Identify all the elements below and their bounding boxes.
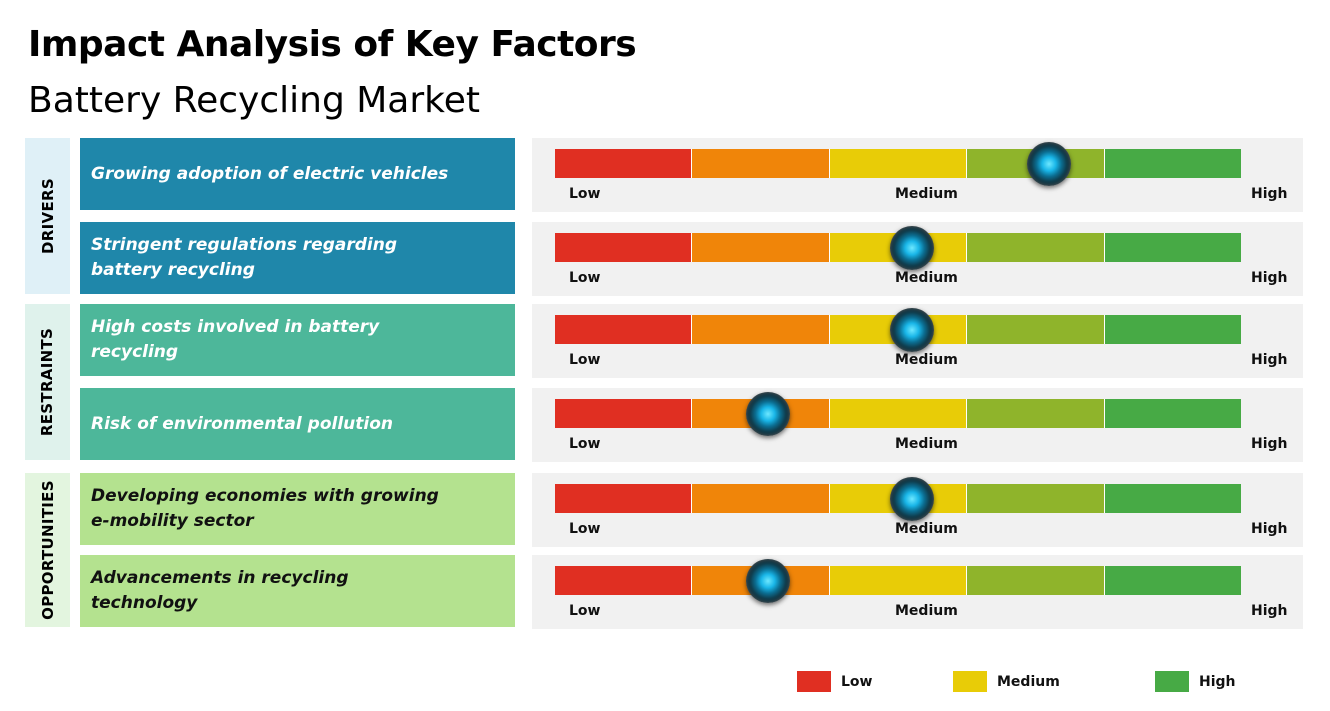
impact-scale-bar	[555, 566, 1242, 595]
scale-label-medium: Medium	[895, 270, 958, 286]
scale-label-medium: Medium	[895, 186, 958, 202]
scale-label-medium: Medium	[895, 352, 958, 368]
bar-segment	[555, 149, 693, 178]
impact-indicator-knob	[745, 391, 790, 436]
page-title: Impact Analysis of Key Factors	[28, 24, 637, 65]
legend-swatch-high	[1155, 671, 1189, 692]
legend-item-low: Low	[797, 671, 872, 692]
category-label-restraints: RESTRAINTS	[38, 327, 57, 437]
factor-label: Growing adoption of electric vehicles	[91, 163, 449, 184]
bar-segment	[555, 399, 693, 428]
factor-box: Risk of environmental pollution	[80, 388, 515, 460]
page-subtitle: Battery Recycling Market	[28, 80, 480, 121]
impact-track: Low Medium High	[532, 222, 1303, 296]
impact-scale-bar	[555, 149, 1242, 178]
impact-track: Low Medium High	[532, 138, 1303, 212]
scale-label-low: Low	[569, 352, 601, 368]
bar-segment	[967, 315, 1105, 344]
impact-track: Low Medium High	[532, 304, 1303, 378]
impact-scale-bar	[555, 399, 1242, 428]
factor-label: Advancements in recycling technology	[91, 568, 349, 613]
legend-item-medium: Medium	[953, 671, 1060, 692]
scale-label-high: High	[1251, 436, 1288, 452]
bar-segment	[829, 566, 968, 595]
impact-indicator-knob	[889, 307, 934, 352]
legend-label-low: Low	[841, 673, 873, 690]
scale-label-medium: Medium	[895, 521, 958, 537]
bar-segment	[692, 149, 830, 178]
bar-segment	[1104, 315, 1242, 344]
impact-track: Low Medium High	[532, 388, 1303, 462]
legend-item-high: High	[1155, 671, 1236, 692]
bar-segment	[555, 484, 693, 513]
impact-track: Low Medium High	[532, 555, 1303, 629]
factor-label: Stringent regulations regarding battery …	[91, 235, 397, 280]
factor-label: Risk of environmental pollution	[91, 413, 393, 434]
bar-segment	[692, 484, 830, 513]
scale-label-high: High	[1251, 352, 1288, 368]
scale-label-high: High	[1251, 186, 1288, 202]
factor-label: Developing economies with growing e-mobi…	[91, 486, 439, 531]
legend-swatch-low	[797, 671, 831, 692]
bar-segment	[692, 233, 830, 262]
bar-segment	[1104, 149, 1242, 178]
factor-label: High costs involved in battery recycling	[91, 317, 380, 362]
factor-box: Advancements in recycling technology	[80, 555, 515, 627]
scale-label-high: High	[1251, 603, 1288, 619]
factor-box: Developing economies with growing e-mobi…	[80, 473, 515, 545]
bar-segment	[1104, 399, 1242, 428]
category-label-drivers: DRIVERS	[38, 178, 57, 254]
bar-segment	[967, 399, 1105, 428]
bar-segment	[555, 566, 693, 595]
bar-segment	[555, 233, 693, 262]
bar-segment	[967, 233, 1105, 262]
bar-segment	[692, 315, 830, 344]
category-label-opportunities: OPPORTUNITIES	[38, 480, 57, 620]
legend-label-high: High	[1199, 673, 1236, 690]
factor-box: Growing adoption of electric vehicles	[80, 138, 515, 210]
scale-label-low: Low	[569, 270, 601, 286]
scale-label-low: Low	[569, 603, 601, 619]
impact-scale-bar	[555, 315, 1242, 344]
category-opportunities: OPPORTUNITIES	[25, 473, 70, 627]
bar-segment	[829, 399, 968, 428]
impact-indicator-knob	[889, 225, 934, 270]
bar-segment	[555, 315, 693, 344]
scale-label-low: Low	[569, 436, 601, 452]
category-restraints: RESTRAINTS	[25, 304, 70, 460]
bar-segment	[967, 566, 1105, 595]
bar-segment	[967, 484, 1105, 513]
scale-label-low: Low	[569, 186, 601, 202]
scale-label-medium: Medium	[895, 603, 958, 619]
scale-label-low: Low	[569, 521, 601, 537]
bar-segment	[1104, 484, 1242, 513]
factor-box: High costs involved in battery recycling	[80, 304, 515, 376]
factor-box: Stringent regulations regarding battery …	[80, 222, 515, 294]
category-drivers: DRIVERS	[25, 138, 70, 294]
bar-segment	[829, 149, 968, 178]
scale-label-high: High	[1251, 521, 1288, 537]
impact-indicator-knob	[745, 558, 790, 603]
impact-track: Low Medium High	[532, 473, 1303, 547]
impact-indicator-knob	[889, 476, 934, 521]
legend-label-medium: Medium	[997, 673, 1060, 690]
scale-label-medium: Medium	[895, 436, 958, 452]
bar-segment	[1104, 566, 1242, 595]
bar-segment	[1104, 233, 1242, 262]
legend-swatch-medium	[953, 671, 987, 692]
impact-indicator-knob	[1026, 141, 1071, 186]
scale-label-high: High	[1251, 270, 1288, 286]
